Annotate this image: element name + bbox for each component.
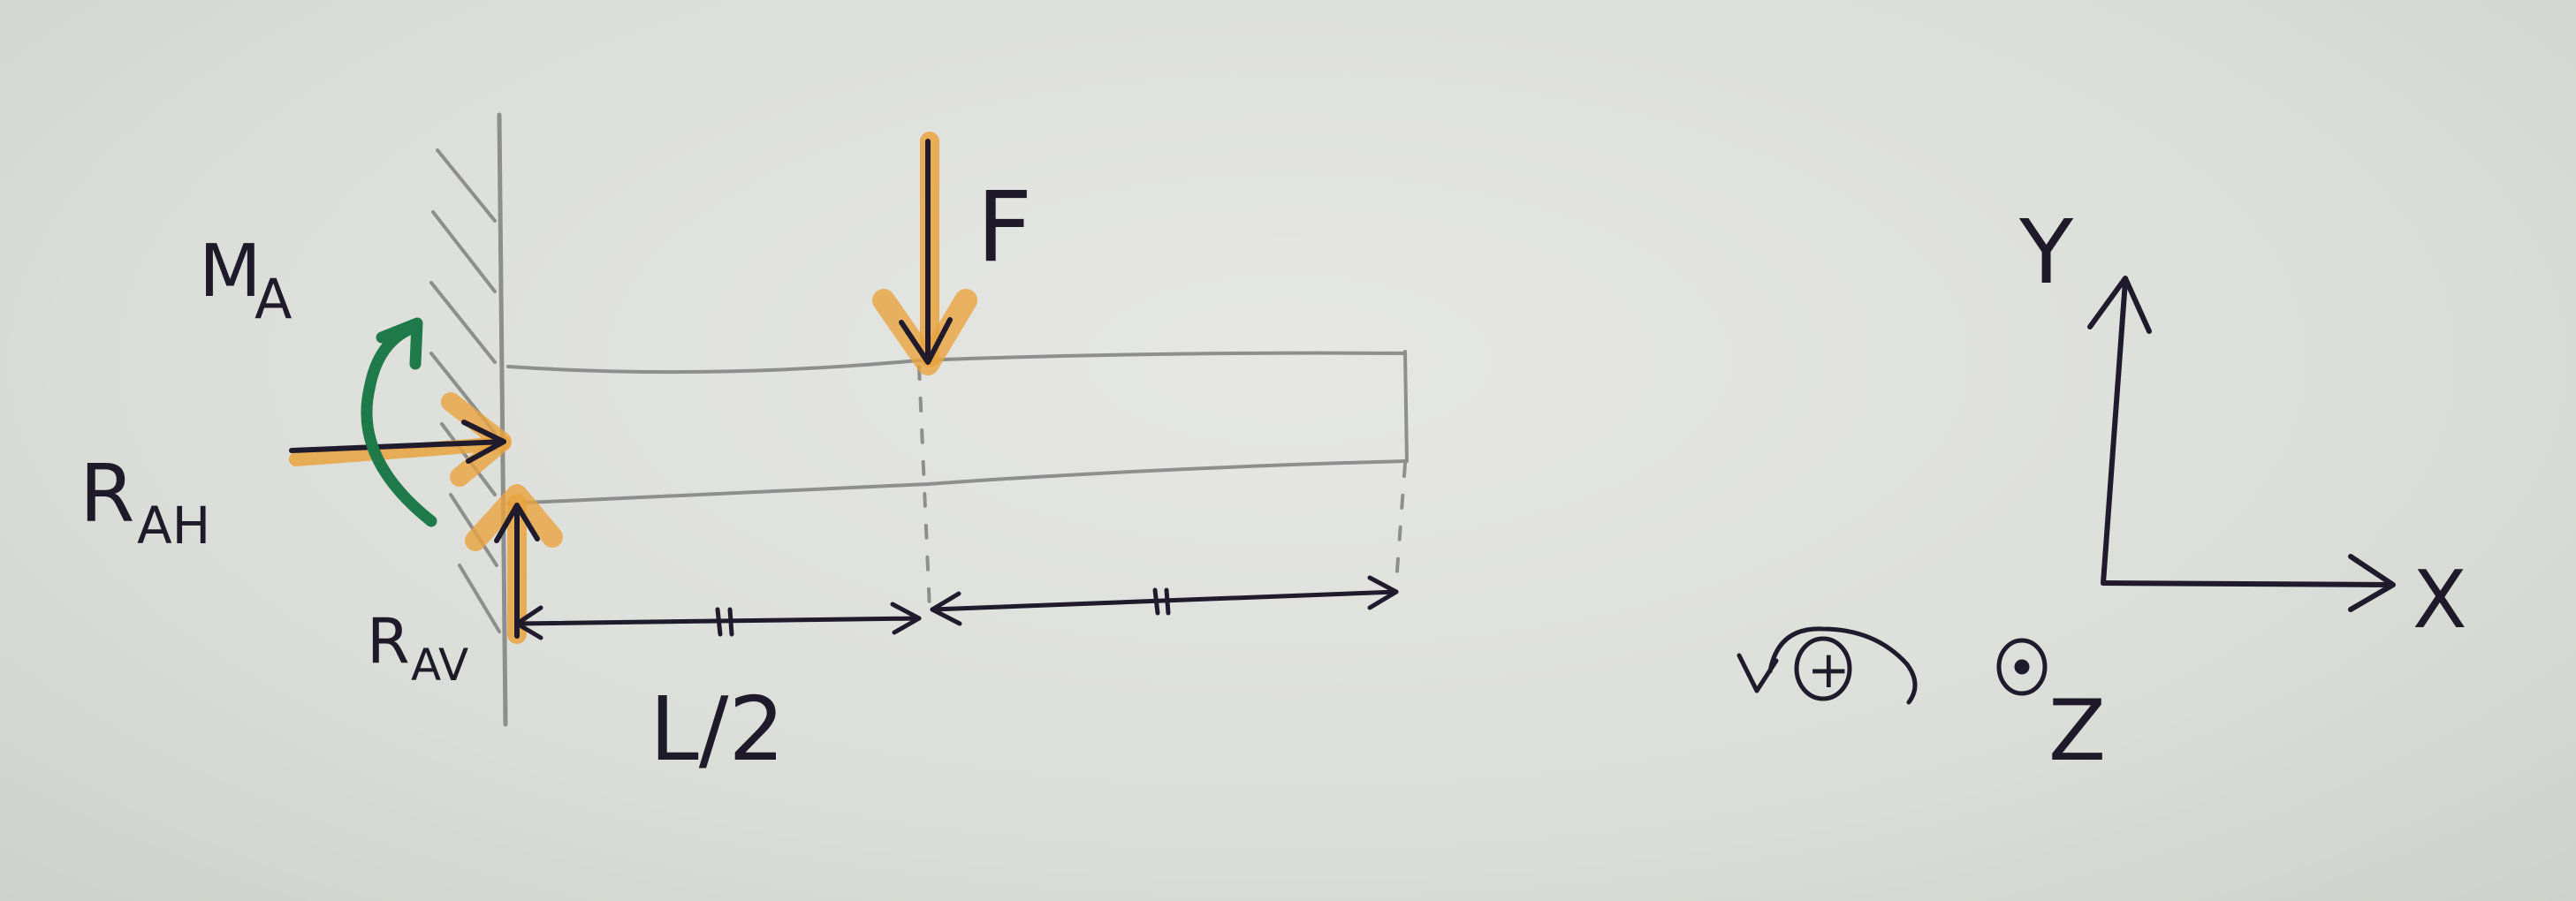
label-moment-subscript: A bbox=[255, 267, 292, 331]
label-moment: M bbox=[199, 230, 262, 314]
x-axis-line bbox=[2101, 580, 2393, 587]
dimension-right-half bbox=[930, 589, 1399, 612]
wall-hatching bbox=[429, 148, 501, 633]
label-axis-y: Y bbox=[2018, 201, 2074, 304]
tick-marks-left bbox=[715, 607, 734, 637]
coordinate-axes bbox=[2087, 276, 2396, 612]
beam-bottom-edge bbox=[506, 459, 1407, 505]
midpoint-dash-line bbox=[917, 365, 931, 611]
label-axis-z: Z bbox=[2048, 683, 2106, 780]
end-dash-line bbox=[1394, 462, 1407, 585]
dimension-lines bbox=[514, 575, 1399, 640]
y-axis-line bbox=[2101, 278, 2128, 586]
label-half-length: L/2 bbox=[650, 678, 785, 781]
wall-line bbox=[497, 112, 508, 727]
label-reaction-av-subscript: AV bbox=[411, 640, 468, 691]
beam-end bbox=[1403, 350, 1409, 463]
labels: M A F R AH R AV L/2 Y X Z + bbox=[80, 170, 2467, 781]
force-f-arrow bbox=[872, 132, 977, 375]
label-force: F bbox=[976, 170, 1032, 284]
label-sign-positive: + bbox=[1807, 640, 1850, 700]
label-reaction-av: R bbox=[367, 605, 410, 678]
label-reaction-ah-subscript: AH bbox=[137, 496, 210, 556]
tick-marks-right bbox=[1152, 587, 1171, 616]
label-reaction-ah: R bbox=[80, 448, 135, 541]
positive-rotation-symbol bbox=[1736, 626, 1918, 705]
reaction-ah-arrow bbox=[289, 392, 512, 487]
beam-top-edge bbox=[506, 351, 1407, 375]
moment-ma-arrow bbox=[361, 317, 437, 527]
reaction-av-arrow bbox=[465, 484, 563, 644]
beam bbox=[506, 350, 1409, 611]
z-out-of-page-icon bbox=[1996, 638, 2048, 696]
label-axis-x: X bbox=[2413, 554, 2467, 647]
